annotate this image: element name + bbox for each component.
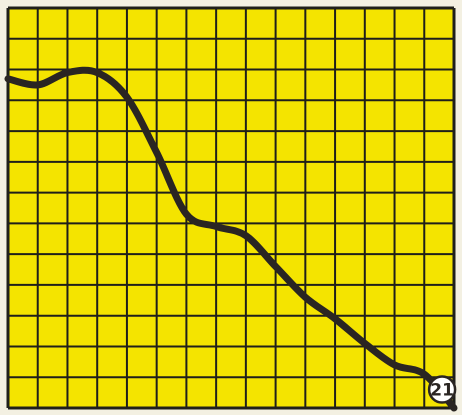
grid [6, 6, 456, 410]
annotation-circle [427, 375, 457, 404]
plot-background [8, 8, 454, 408]
annotation-label: 21 [430, 381, 454, 401]
annotation-badge: 21 [427, 375, 457, 404]
series-line [4, 66, 458, 412]
